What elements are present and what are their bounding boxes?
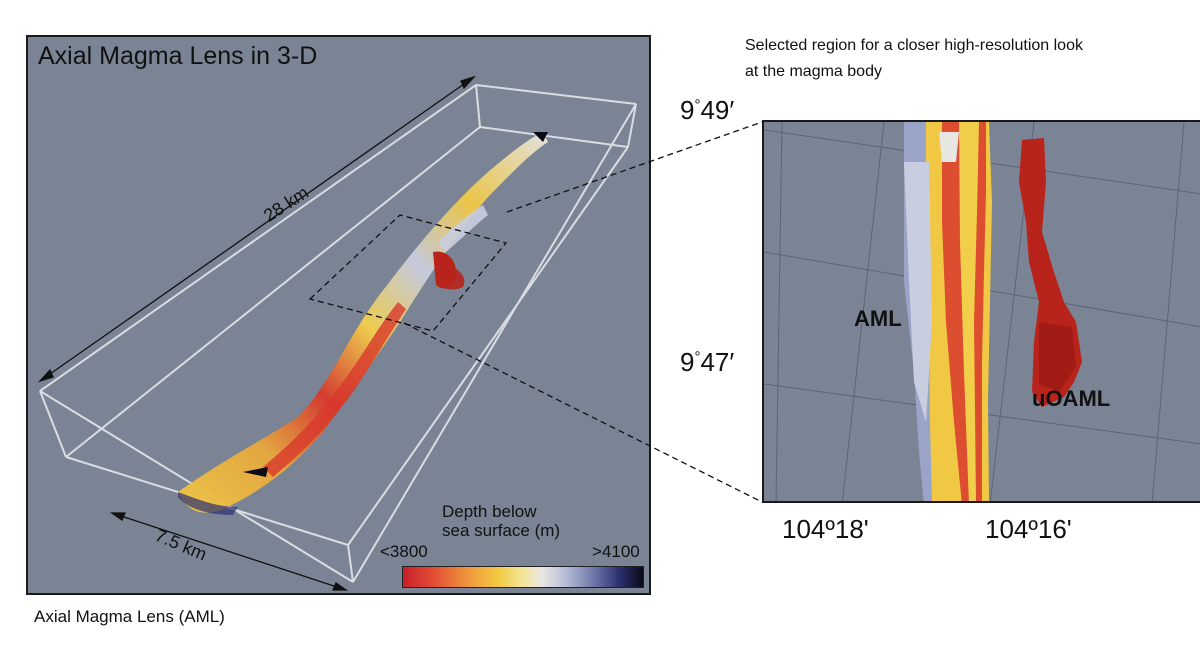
caption-right-line2: at the magma body (745, 63, 882, 80)
lat-top-deg: 9 (680, 95, 695, 125)
aml-3d-panel: Axial Magma Lens in 3-D 28 km 7.5 km Dep… (26, 35, 651, 595)
length-dimension-arrow (37, 75, 477, 383)
latitude-mid-label: 9°47′ (680, 347, 734, 378)
legend-title-line2: sea surface (m) (442, 521, 561, 540)
uoaml-magma-body (1019, 138, 1082, 407)
depth-colorbar (402, 566, 644, 588)
selected-region-box (308, 214, 508, 332)
aml-label: AML (854, 306, 902, 331)
panel-title: Axial Magma Lens in 3-D (38, 42, 318, 70)
aml-magma-body (904, 122, 992, 501)
width-dimension-arrow (109, 512, 349, 591)
lat-top-min: 49′ (700, 95, 735, 125)
zoom-panel: AML uOAML (762, 120, 1200, 503)
legend-min-label: <3800 (380, 542, 428, 561)
legend-title: Depth below sea surface (m) (442, 502, 560, 540)
lat-top-degree-sign: ° (694, 96, 701, 114)
lat-mid-deg: 9 (680, 347, 695, 377)
lat-mid-min: 47′ (700, 347, 735, 377)
zoom-scene (764, 122, 1200, 501)
longitude-left-label: 104º18' (782, 514, 869, 544)
caption-left: Axial Magma Lens (AML) (34, 607, 225, 626)
legend-max-label: >4100 (592, 542, 640, 561)
aml-3d-scene (37, 75, 637, 591)
legend-title-line1: Depth below (442, 502, 537, 521)
caption-right: Selected region for a closer high-resolu… (745, 33, 1083, 85)
latitude-top-label: 9°49′ (680, 95, 734, 126)
caption-right-line1: Selected region for a closer high-resolu… (745, 37, 1083, 54)
magma-lens-band (178, 132, 548, 515)
longitude-right-label: 104º16' (985, 514, 1072, 544)
uoaml-label: uOAML (1032, 386, 1111, 411)
lat-mid-degree-sign: ° (694, 348, 701, 366)
